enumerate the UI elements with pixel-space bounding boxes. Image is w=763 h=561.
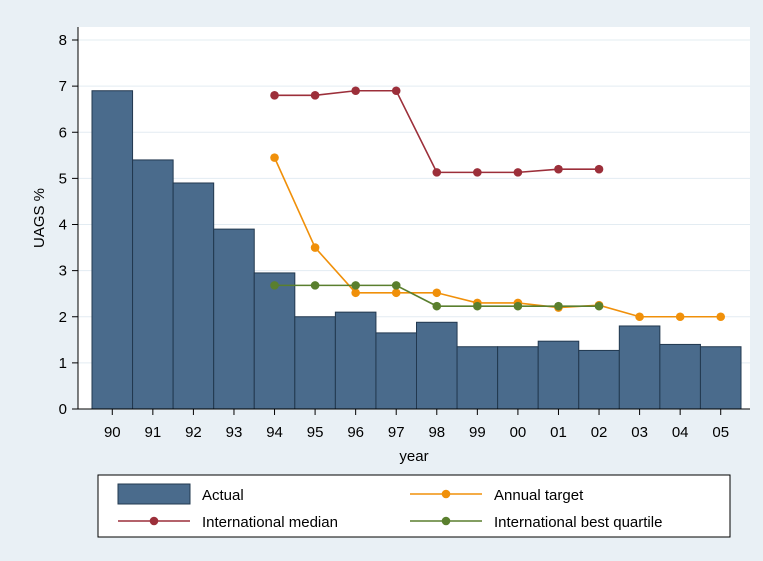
legend-swatch-marker: [149, 516, 159, 526]
series-point: [270, 91, 279, 100]
series-point: [351, 86, 360, 96]
series-point: [716, 312, 726, 322]
series-point: [554, 164, 563, 174]
legend: Actual Annual target International median I…: [97, 474, 731, 538]
bar: [618, 325, 661, 410]
series-point: [310, 281, 320, 290]
x-tick-label: 01: [550, 424, 567, 441]
x-ticks: 90 91 92 93 94 95 96 97 98 99 00 01 02 03 04 05: [104, 409, 729, 441]
y-axis-title: UAGS %: [31, 188, 48, 248]
x-tick-label: 99: [469, 424, 486, 441]
x-tick-label: 04: [672, 424, 689, 441]
series-point: [391, 86, 401, 96]
x-tick-label: 02: [591, 424, 608, 441]
x-tick-label: 90: [104, 424, 121, 441]
series-point: [310, 243, 320, 252]
y-tick-label: 8: [59, 32, 67, 49]
legend-label: International best quartile: [494, 514, 662, 531]
x-tick-label: 95: [307, 424, 324, 441]
series-point: [351, 288, 360, 298]
legend-swatch-marker: [441, 489, 451, 499]
y-tick-label: 2: [59, 309, 67, 326]
bar: [578, 349, 620, 410]
bar: [91, 90, 134, 410]
bar: [416, 321, 458, 410]
x-tick-label: 96: [347, 424, 364, 441]
bar: [375, 332, 417, 410]
series-point: [351, 281, 360, 290]
x-axis-title: year: [399, 448, 428, 465]
x-tick-label: 91: [145, 424, 162, 441]
y-tick-label: 4: [59, 217, 67, 234]
series-point: [391, 281, 401, 290]
bar: [334, 311, 377, 410]
legend-items: Actual Annual target International median I…: [117, 483, 662, 531]
bar: [497, 346, 539, 410]
y-ticks: 0 1 2 3 4 5 6 7 8: [59, 32, 78, 418]
legend-label: International median: [202, 514, 338, 531]
series-point: [310, 91, 320, 100]
bar: [132, 159, 174, 410]
bar-group: [91, 90, 742, 410]
bar: [659, 343, 701, 410]
bar: [699, 346, 742, 410]
y-tick-label: 6: [59, 124, 67, 141]
legend-swatch: [117, 483, 191, 505]
series-point: [432, 168, 442, 177]
y-tick-label: 3: [59, 263, 67, 280]
y-tick-label: 1: [59, 355, 67, 372]
legend-box: [97, 474, 731, 538]
series-point: [635, 312, 644, 322]
y-tick-label: 0: [59, 401, 67, 418]
legend-label: Actual: [202, 487, 244, 504]
x-tick-label: 03: [631, 424, 648, 441]
series-point: [432, 301, 442, 311]
series-point: [473, 168, 482, 177]
y-tick-label: 7: [59, 78, 67, 95]
x-tick-label: 94: [266, 424, 283, 441]
bar: [456, 346, 499, 410]
bar: [172, 182, 215, 410]
x-tick-label: 00: [510, 424, 527, 441]
series-point: [473, 301, 482, 311]
bar: [213, 228, 255, 410]
legend-label: Annual target: [494, 487, 584, 504]
series-point: [270, 281, 279, 290]
line-group: [270, 86, 726, 322]
bar: [253, 272, 296, 410]
series-point: [675, 312, 685, 322]
series-point: [513, 168, 523, 177]
series-point: [554, 301, 563, 311]
series-point: [391, 288, 401, 298]
series-point: [432, 288, 442, 298]
x-tick-label: 98: [428, 424, 445, 441]
series-point: [594, 301, 604, 311]
x-tick-label: 92: [185, 424, 202, 441]
y-tick-label: 5: [59, 170, 67, 187]
series-point: [513, 301, 523, 311]
x-tick-label: 97: [388, 424, 405, 441]
legend-swatch-marker: [441, 516, 451, 526]
bar: [294, 316, 336, 410]
x-tick-label: 93: [226, 424, 243, 441]
bar: [537, 340, 580, 410]
series-point: [594, 164, 604, 174]
x-tick-label: 05: [712, 424, 729, 441]
series-point: [270, 153, 279, 162]
